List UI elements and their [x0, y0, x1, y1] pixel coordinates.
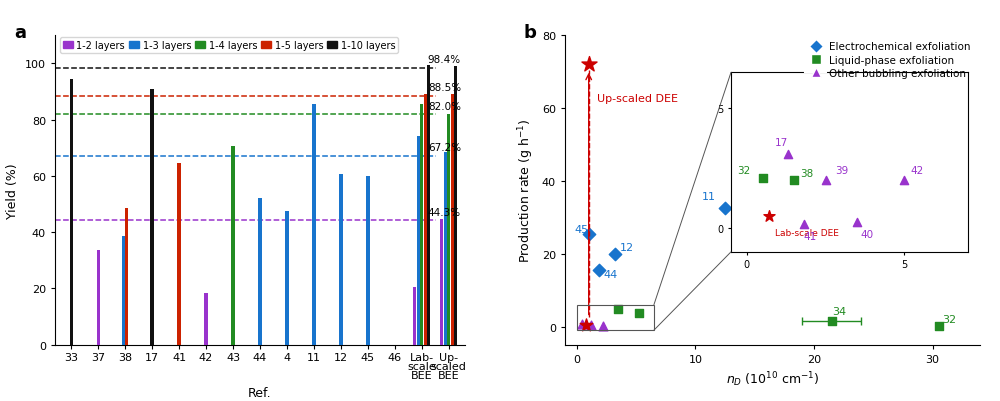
- Bar: [454, 67, 457, 345]
- Text: 88.5%: 88.5%: [428, 83, 461, 93]
- Text: 82.0%: 82.0%: [428, 101, 461, 111]
- Bar: [97, 251, 100, 345]
- Point: [581, 62, 597, 68]
- Text: 44.3%: 44.3%: [428, 207, 461, 217]
- Bar: [440, 220, 443, 345]
- Legend: 1-2 layers, 1-3 layers, 1-4 layers, 1-5 layers, 1-10 layers: 1-2 layers, 1-3 layers, 1-4 layers, 1-5 …: [60, 38, 398, 54]
- Point: [583, 322, 599, 329]
- Point: [607, 251, 623, 257]
- Text: 45: 45: [574, 224, 589, 234]
- Legend: Electrochemical exfoliation, Liquid-phase exfoliation, Other bubbling exfoliatio: Electrochemical exfoliation, Liquid-phas…: [801, 38, 975, 83]
- Point: [930, 323, 946, 329]
- Text: Up-scaled DEE: Up-scaled DEE: [597, 94, 678, 104]
- Bar: [417, 137, 420, 345]
- Text: 98.4%: 98.4%: [428, 55, 461, 65]
- Text: a: a: [14, 24, 26, 42]
- Bar: [312, 105, 316, 345]
- Point: [595, 323, 611, 329]
- Bar: [424, 95, 427, 345]
- Y-axis label: Yield (%): Yield (%): [6, 163, 19, 218]
- Point: [824, 318, 840, 324]
- Point: [717, 205, 733, 212]
- Bar: [177, 164, 181, 345]
- Text: 67.2%: 67.2%: [428, 143, 461, 153]
- Bar: [258, 199, 262, 345]
- Text: b: b: [524, 24, 536, 42]
- Point: [631, 310, 647, 316]
- Point: [578, 322, 594, 328]
- Bar: [122, 237, 125, 345]
- Bar: [70, 80, 73, 345]
- Text: 11: 11: [701, 191, 715, 201]
- Point: [574, 320, 590, 327]
- Point: [610, 306, 626, 312]
- Bar: [447, 115, 450, 345]
- Bar: [451, 95, 454, 345]
- Text: 12: 12: [620, 242, 634, 252]
- Text: 32: 32: [942, 314, 956, 324]
- X-axis label: $n_D$ (10$^{10}$ cm$^{-1}$): $n_D$ (10$^{10}$ cm$^{-1}$): [726, 369, 819, 388]
- Bar: [427, 66, 430, 345]
- Y-axis label: Production rate (g h$^{-1}$): Production rate (g h$^{-1}$): [517, 119, 536, 262]
- Point: [591, 267, 607, 273]
- Bar: [150, 89, 154, 345]
- Bar: [413, 287, 416, 345]
- Bar: [444, 152, 447, 345]
- Bar: [339, 175, 343, 345]
- Text: 34: 34: [832, 306, 846, 316]
- Bar: [125, 209, 128, 345]
- Text: 44: 44: [603, 269, 617, 279]
- Point: [581, 231, 597, 237]
- X-axis label: Ref.: Ref.: [248, 386, 272, 399]
- Bar: [285, 212, 289, 345]
- Bar: [204, 293, 208, 345]
- Bar: [366, 176, 370, 345]
- Bar: [420, 105, 423, 345]
- Bar: [231, 147, 235, 345]
